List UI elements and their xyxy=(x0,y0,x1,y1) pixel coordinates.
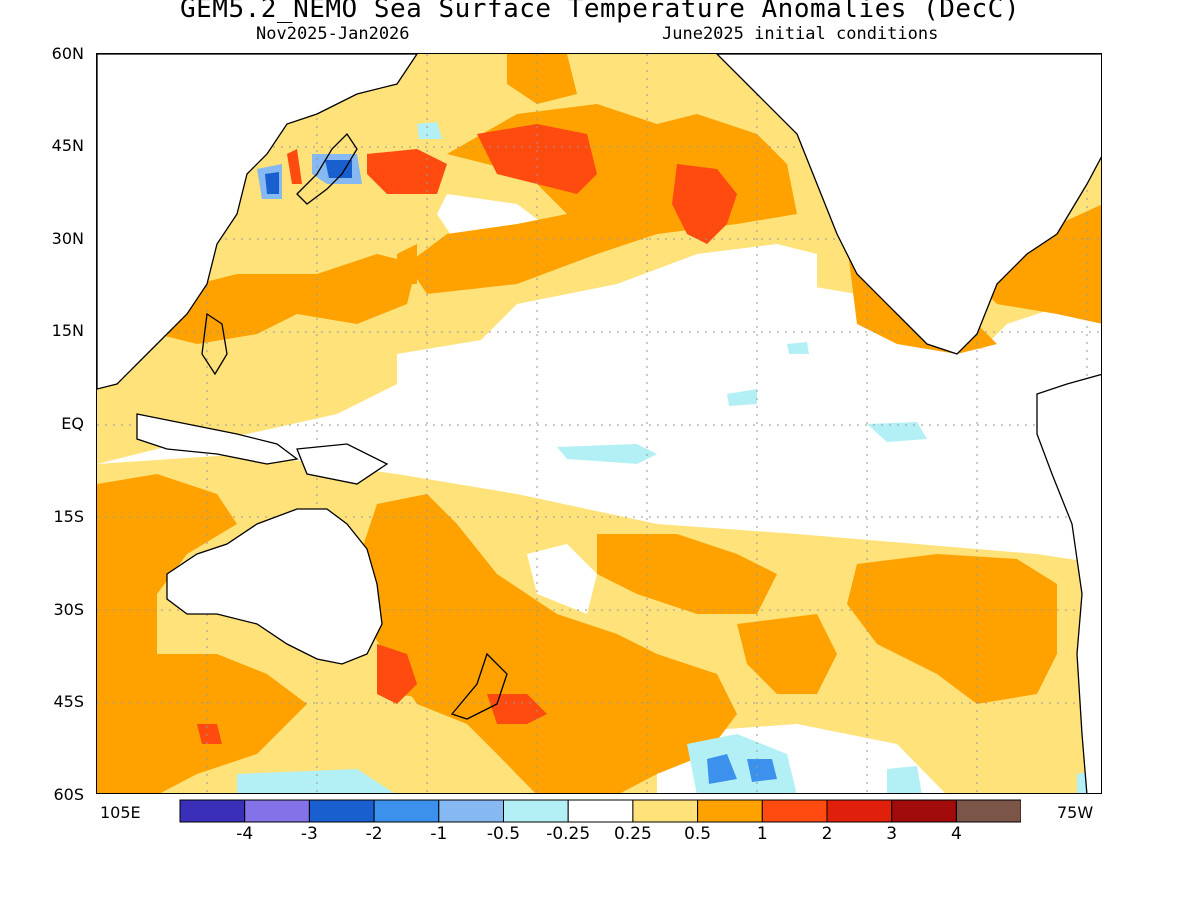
lat-label-eq: EQ xyxy=(61,414,84,433)
new-guinea-island xyxy=(296,443,389,485)
sst-anomaly-map xyxy=(96,53,1102,794)
colorbar-tick-label: -1 xyxy=(430,824,448,844)
colorbar-bin xyxy=(503,799,569,823)
lat-label-45n: 45N xyxy=(51,136,84,155)
colorbar-bin xyxy=(632,799,699,823)
australia-landmass xyxy=(166,508,383,665)
lat-label-15n: 15N xyxy=(51,321,84,340)
lon-label-105e: 105E xyxy=(100,803,141,822)
north-america-landmass xyxy=(716,54,1101,355)
colorbar-tick-label: 0.25 xyxy=(613,824,652,844)
lon-label-75w: 75W xyxy=(1057,803,1094,822)
colorbar-bin xyxy=(891,799,957,823)
colorbar xyxy=(179,799,1021,823)
japan-islands xyxy=(296,132,358,205)
south-america-landmass xyxy=(1036,373,1101,793)
colorbar-tick-label: 2 xyxy=(821,824,833,844)
colorbar-tick-label: 4 xyxy=(950,824,962,844)
map-title: GEM5.2_NEMO Sea Surface Temperature Anom… xyxy=(180,0,1020,24)
lat-label-60s: 60S xyxy=(53,785,84,804)
colorbar-tick-label: 3 xyxy=(886,824,898,844)
lat-label-30s: 30S xyxy=(53,600,84,619)
forecast-period: Nov2025-Jan2026 xyxy=(256,24,410,44)
anomaly-fill-negative xyxy=(237,122,1101,793)
indonesia-islands xyxy=(136,413,299,465)
colorbar-tick-label: 1 xyxy=(756,824,768,844)
lat-label-15s: 15S xyxy=(53,507,84,526)
colorbar-bin xyxy=(761,799,828,823)
colorbar-bin xyxy=(697,799,763,823)
anomaly-fill-05 xyxy=(97,54,1101,793)
colorbar-tick-label: -3 xyxy=(300,824,318,844)
colorbar-tick-label: -4 xyxy=(236,824,254,844)
colorbar-bin xyxy=(567,799,634,823)
colorbar-bin xyxy=(373,799,440,823)
new-zealand-islands xyxy=(450,652,508,720)
colorbar-bin xyxy=(179,799,246,823)
colorbar-bin xyxy=(955,799,1021,823)
colorbar-tick-label: -0.25 xyxy=(546,824,591,844)
initial-conditions: June2025 initial conditions xyxy=(662,24,939,44)
colorbar-tick-label: -0.5 xyxy=(486,824,521,844)
coastlines xyxy=(97,54,1101,793)
colorbar-bin xyxy=(308,799,375,823)
colorbar-bin xyxy=(438,799,504,823)
asia-landmass xyxy=(97,54,418,390)
colorbar-tick-label: -2 xyxy=(365,824,383,844)
lat-label-60n: 60N xyxy=(51,44,84,63)
lat-label-30n: 30N xyxy=(51,229,84,248)
lat-label-45s: 45S xyxy=(53,692,84,711)
colorbar-bin xyxy=(826,799,893,823)
philippines-islands xyxy=(201,312,228,376)
colorbar-bin xyxy=(244,799,310,823)
colorbar-tick-label: 0.5 xyxy=(684,824,712,844)
